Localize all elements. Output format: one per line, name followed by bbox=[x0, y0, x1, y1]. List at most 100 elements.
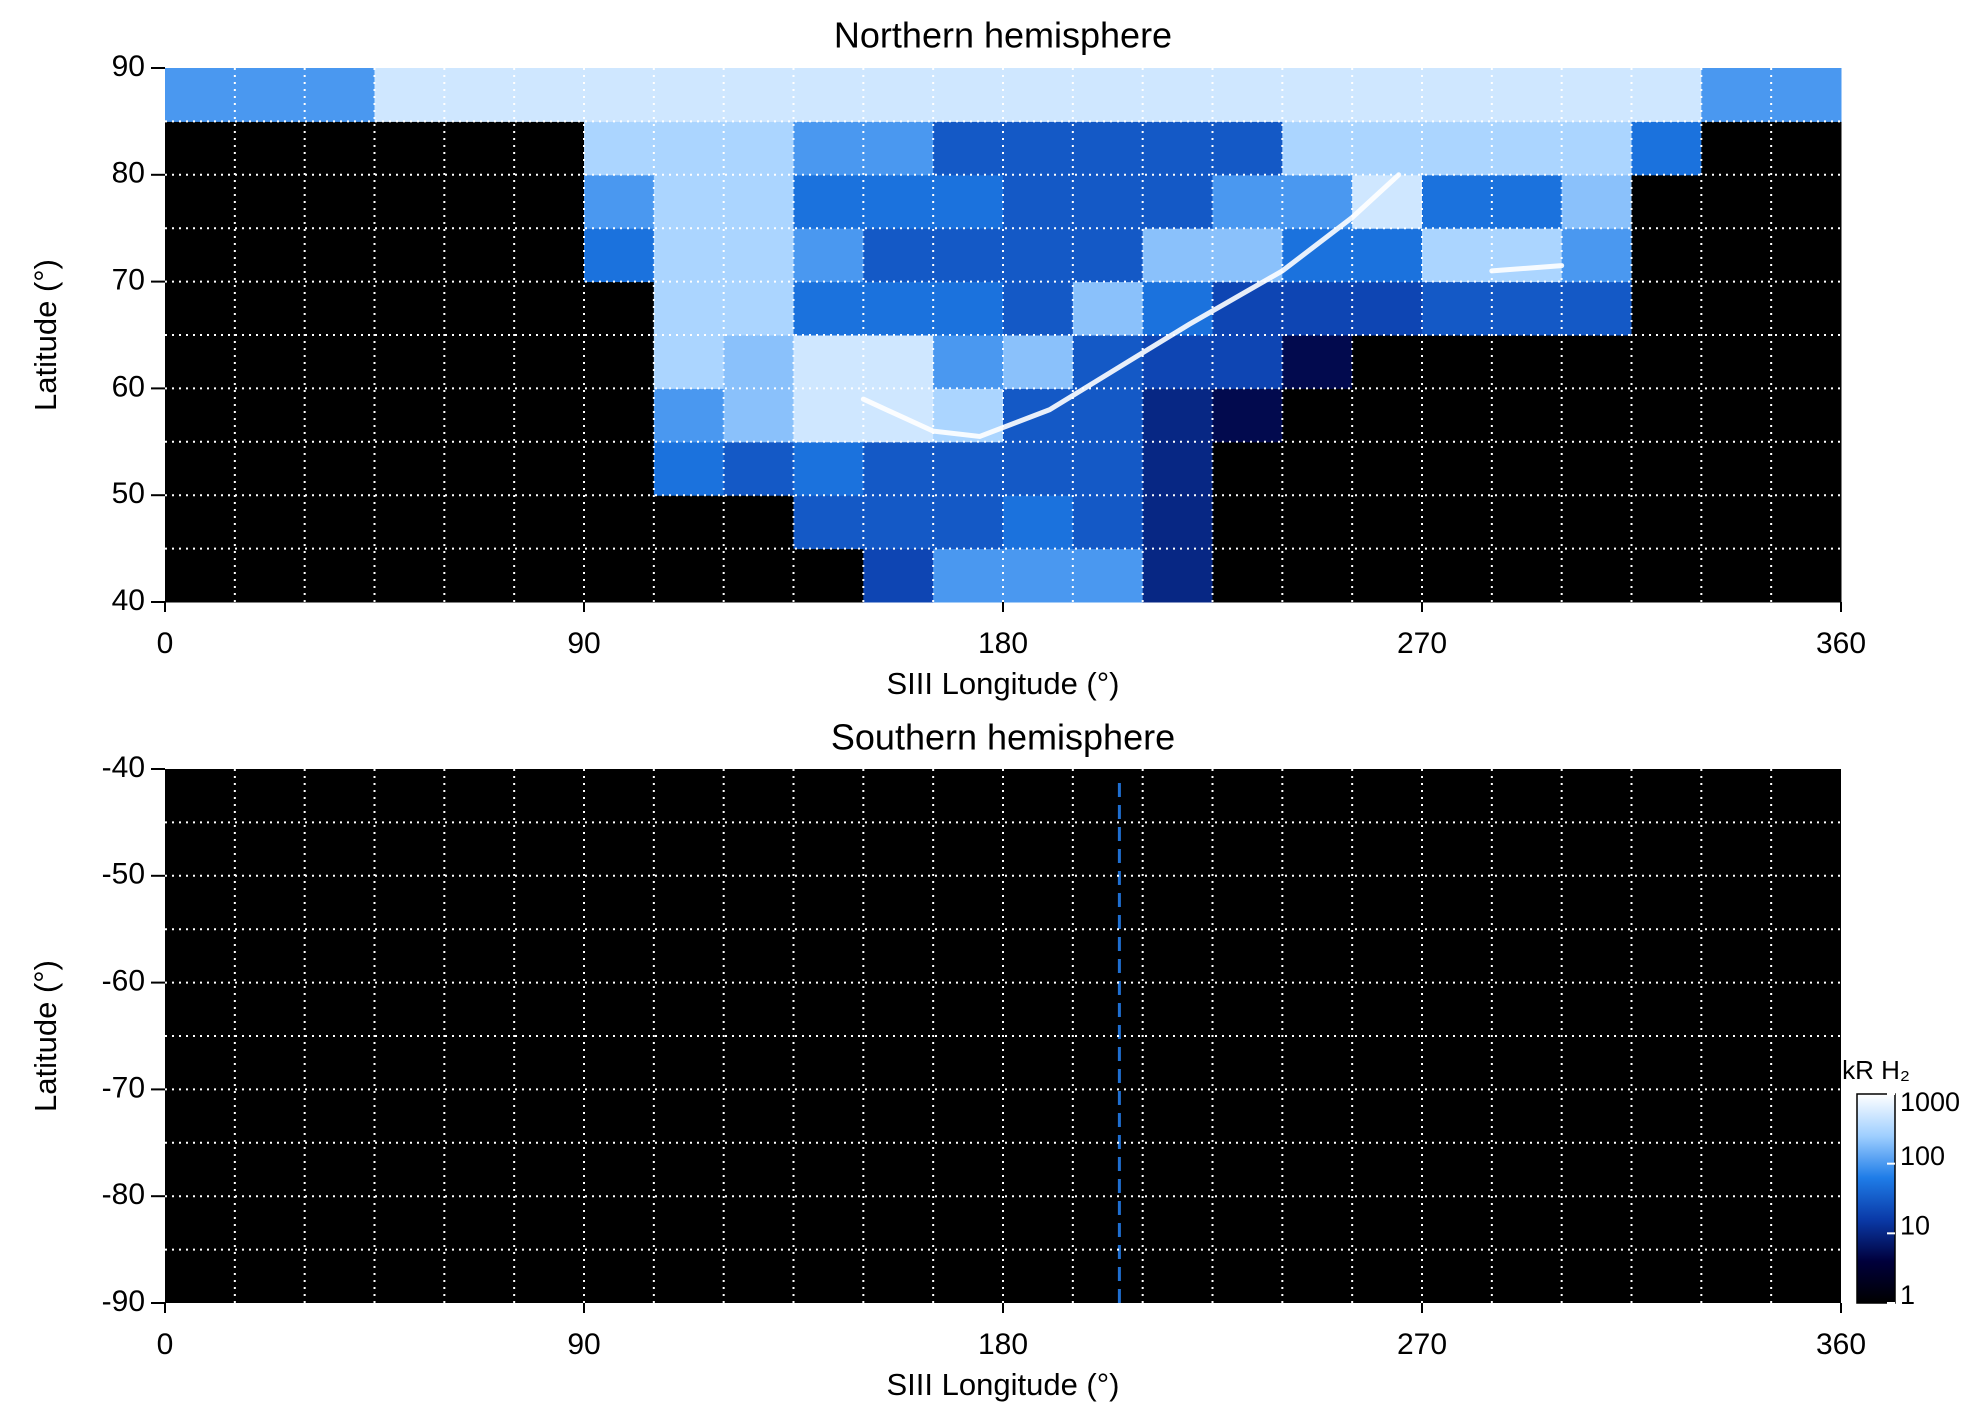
x-tick-label: 180 bbox=[978, 1328, 1028, 1361]
heatmap-cell bbox=[723, 281, 794, 336]
heatmap-cell bbox=[793, 121, 864, 176]
heatmap-cell bbox=[793, 495, 864, 550]
heatmap-cell bbox=[1142, 281, 1213, 336]
heatmap-cell bbox=[723, 121, 794, 176]
heatmap-cell bbox=[1072, 174, 1144, 229]
heatmap-cell bbox=[1003, 121, 1074, 176]
heatmap-cell bbox=[165, 441, 236, 496]
x-tick-label: 180 bbox=[978, 627, 1028, 660]
heatmap-cell bbox=[1212, 388, 1283, 443]
heatmap-cell bbox=[1561, 281, 1632, 336]
heatmap-cell bbox=[1212, 335, 1283, 389]
heatmap-cell bbox=[165, 495, 236, 550]
heatmap-cell bbox=[234, 388, 306, 443]
heatmap-cell bbox=[165, 68, 236, 122]
heatmap-cell bbox=[374, 388, 445, 443]
heatmap-cell bbox=[304, 335, 375, 389]
heatmap-cell bbox=[514, 495, 585, 550]
heatmap-cell bbox=[1282, 68, 1353, 122]
heatmap-cell bbox=[1212, 495, 1283, 550]
heatmap-cell bbox=[1142, 174, 1213, 229]
colorbar-tick-label: 100 bbox=[1900, 1141, 1945, 1171]
heatmap-cell bbox=[514, 281, 585, 336]
y-tick-label: 90 bbox=[112, 50, 145, 83]
heatmap-cell bbox=[444, 388, 515, 443]
heatmap-cell bbox=[933, 281, 1004, 336]
heatmap-cell bbox=[444, 174, 515, 229]
heatmap-cell bbox=[584, 68, 655, 122]
heatmap-cell bbox=[1771, 335, 1842, 389]
heatmap-cell bbox=[1561, 548, 1632, 603]
heatmap-cell bbox=[1491, 388, 1563, 443]
heatmap-cell bbox=[1561, 174, 1632, 229]
heatmap-cell bbox=[1282, 441, 1353, 496]
heatmap-cell bbox=[723, 388, 794, 443]
x-tick-label: 90 bbox=[567, 627, 600, 660]
heatmap-cell bbox=[653, 441, 725, 496]
heatmap-cell bbox=[1352, 68, 1423, 122]
heatmap-cell bbox=[234, 121, 306, 176]
heatmap-cell bbox=[1352, 281, 1423, 336]
heatmap-cell bbox=[234, 68, 306, 122]
heatmap-cell bbox=[1142, 548, 1213, 603]
y-tick-label: 40 bbox=[112, 584, 145, 617]
heatmap-cell bbox=[1561, 495, 1632, 550]
heatmap-cell bbox=[653, 495, 725, 550]
x-tick-label: 0 bbox=[157, 627, 174, 660]
heatmap-cell bbox=[165, 281, 236, 336]
heatmap-cell bbox=[1142, 335, 1213, 389]
heatmap-cell bbox=[1771, 228, 1842, 283]
heatmap-cell bbox=[793, 281, 864, 336]
heatmap-cell bbox=[1212, 441, 1283, 496]
heatmap-cell bbox=[1701, 228, 1772, 283]
heatmap-cell bbox=[1491, 281, 1563, 336]
heatmap-cell bbox=[1631, 281, 1702, 336]
heatmap-cell bbox=[1422, 68, 1493, 122]
heatmap-cell bbox=[234, 548, 306, 603]
heatmap-cell bbox=[584, 495, 655, 550]
y-tick-label: 60 bbox=[112, 370, 145, 403]
heatmap-cell bbox=[1003, 441, 1074, 496]
heatmap-cell bbox=[584, 441, 655, 496]
heatmap-cell bbox=[1422, 228, 1493, 283]
heatmap-cell bbox=[1631, 228, 1702, 283]
heatmap-cell bbox=[165, 335, 236, 389]
y-axis-label: Latitude (°) bbox=[28, 259, 63, 411]
heatmap-cell bbox=[1491, 121, 1563, 176]
heatmap-cell bbox=[165, 174, 236, 229]
heatmap-cell bbox=[514, 228, 585, 283]
heatmap-cell bbox=[1422, 121, 1493, 176]
heatmap-cell bbox=[1631, 121, 1702, 176]
heatmap-cell bbox=[1771, 121, 1842, 176]
heatmap-cell bbox=[1142, 121, 1213, 176]
heatmap-cell bbox=[444, 121, 515, 176]
heatmap-cell bbox=[1072, 68, 1144, 122]
heatmap-cell bbox=[1282, 121, 1353, 176]
heatmap-cell bbox=[1072, 548, 1144, 603]
heatmap-cell bbox=[1701, 335, 1772, 389]
heatmap-cell bbox=[374, 441, 445, 496]
heatmap-cell bbox=[1631, 68, 1702, 122]
heatmap-cell bbox=[1352, 548, 1423, 603]
colorbar-tick-label: 10 bbox=[1900, 1210, 1930, 1240]
heatmap-cell bbox=[304, 174, 375, 229]
y-tick-label: 80 bbox=[112, 157, 145, 190]
heatmap-cell bbox=[584, 174, 655, 229]
heatmap-cell bbox=[1701, 121, 1772, 176]
panel-title: Southern hemisphere bbox=[831, 717, 1175, 758]
heatmap-cell bbox=[863, 441, 934, 496]
heatmap-cell bbox=[793, 335, 864, 389]
heatmap-cell bbox=[374, 335, 445, 389]
heatmap-cell bbox=[234, 495, 306, 550]
heatmap-cell bbox=[653, 388, 725, 443]
heatmap-cell bbox=[234, 441, 306, 496]
heatmap-cell bbox=[863, 281, 934, 336]
heatmap-cell bbox=[793, 68, 864, 122]
heatmap-cell bbox=[374, 121, 445, 176]
x-tick-label: 270 bbox=[1397, 1328, 1447, 1361]
heatmap-cell bbox=[1142, 495, 1213, 550]
heatmap-cell bbox=[444, 548, 515, 603]
y-tick-label: -70 bbox=[102, 1071, 145, 1104]
